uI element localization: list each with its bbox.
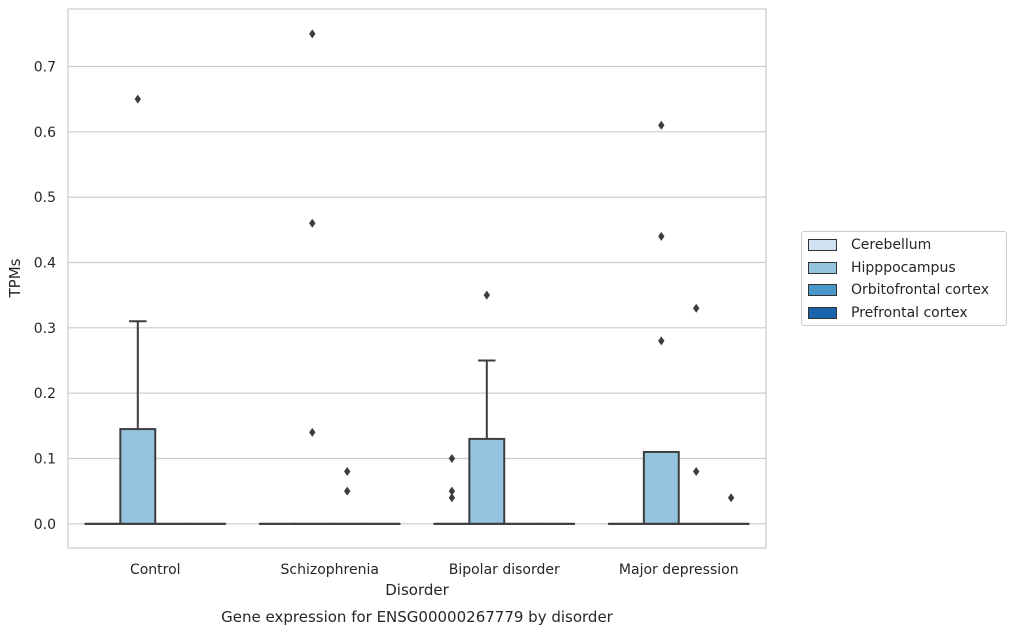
y-tick-label: 0.2 [34, 386, 56, 402]
legend-label: Orbitofrontal cortex [851, 282, 989, 298]
outlier-point [134, 94, 141, 104]
y-tick-label: 0.1 [34, 451, 56, 467]
x-tick-label: Schizophrenia [281, 562, 379, 578]
legend-item-hippocampus: Hipppocampus [808, 258, 956, 278]
legend-item-cerebellum: Cerebellum [808, 235, 931, 255]
y-axis-label: TPMs [6, 258, 24, 298]
outlier-point [448, 453, 456, 463]
x-tick-label: Bipolar disorder [449, 562, 560, 578]
legend-swatch-cerebellum [808, 239, 837, 251]
legend-item-prefrontal: Prefrontal cortex [808, 303, 968, 323]
outlier-point [448, 493, 456, 503]
x-tick-label: Control [130, 562, 181, 578]
outlier-point [658, 120, 665, 130]
legend-swatch-orbitofrontal [808, 284, 837, 296]
legend-item-orbitofrontal: Orbitofrontal cortex [808, 280, 989, 300]
outlier-point [309, 427, 316, 437]
y-tick-label: 0.7 [34, 59, 56, 75]
outlier-point [727, 493, 735, 503]
outlier-point [309, 29, 316, 39]
outlier-point [344, 486, 351, 496]
outlier-point [309, 218, 316, 228]
box [468, 437, 506, 525]
outlier-point [658, 336, 665, 346]
boxes [84, 320, 750, 525]
y-tick-label: 0.3 [34, 321, 56, 337]
x-axis-ticks: Control Schizophrenia Bipolar disorder Majo… [130, 562, 739, 578]
outlier-point [658, 231, 665, 241]
legend-label: Hipppocampus [851, 260, 956, 276]
y-tick-label: 0.6 [34, 125, 56, 141]
legend-swatch-hippocampus [808, 262, 837, 274]
outlier-point [448, 486, 456, 496]
outliers [134, 29, 735, 503]
outlier-point [483, 290, 490, 300]
box [642, 450, 680, 525]
chart-title: Gene expression for ENSG00000267779 by d… [221, 608, 614, 626]
y-tick-label: 0.5 [34, 190, 56, 206]
legend-label: Prefrontal cortex [851, 305, 968, 321]
y-tick-label: 0.0 [34, 517, 56, 533]
y-tick-label: 0.4 [34, 255, 56, 271]
outlier-point [344, 467, 351, 477]
y-axis-ticks: 0.0 0.1 0.2 0.3 0.4 0.5 0.6 0.7 [34, 59, 56, 532]
legend-swatch-prefrontal [808, 307, 837, 319]
x-axis-label: Disorder [385, 581, 449, 599]
legend: Cerebellum Hipppocampus Orbitofrontal co… [801, 231, 1007, 326]
box [119, 428, 157, 525]
outlier-point [693, 467, 700, 477]
outlier-point [693, 303, 700, 313]
x-tick-label: Major depression [619, 562, 739, 578]
legend-label: Cerebellum [851, 237, 932, 253]
